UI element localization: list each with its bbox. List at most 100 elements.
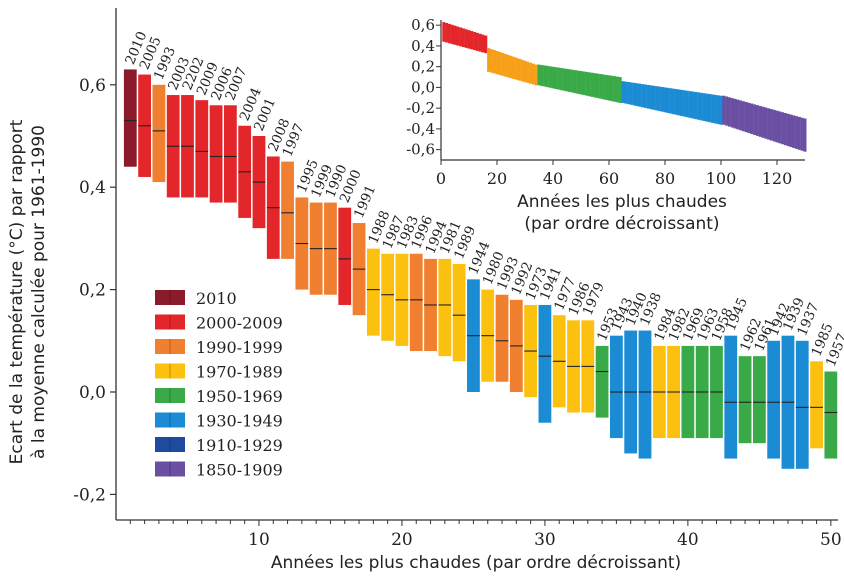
inset-range-bar bbox=[688, 91, 692, 118]
inset-range-bar bbox=[450, 24, 454, 45]
range-bar bbox=[595, 345, 609, 418]
legend-swatch bbox=[155, 437, 185, 452]
inset-range-bar bbox=[669, 88, 673, 114]
inset-range-bar bbox=[795, 116, 799, 149]
inset-range-bar bbox=[758, 105, 762, 137]
inset-range-bar bbox=[453, 25, 457, 45]
inset-range-bar bbox=[582, 71, 586, 96]
inset-range-bar bbox=[599, 74, 603, 99]
inset-range-bar bbox=[529, 62, 533, 84]
inset-range-bar bbox=[489, 48, 493, 73]
range-bar bbox=[824, 371, 838, 459]
inset-range-bar bbox=[475, 32, 479, 51]
inset-range-bar bbox=[652, 85, 656, 110]
inset-range-bar bbox=[470, 31, 474, 50]
inset-range-bar bbox=[747, 102, 751, 134]
legend-swatch bbox=[155, 461, 185, 477]
inset-range-bar bbox=[677, 89, 681, 116]
inset-range-bar bbox=[621, 81, 625, 103]
inset-y-tick-label: 0,4 bbox=[411, 37, 435, 55]
y-axis-title-line1: Ecart de la température (°C) par rapport bbox=[7, 119, 27, 464]
range-bar bbox=[638, 330, 652, 459]
inset-range-bar bbox=[713, 94, 717, 124]
inset-range-bar bbox=[638, 83, 642, 107]
inset-range-bar bbox=[445, 22, 449, 43]
range-bar bbox=[495, 294, 509, 382]
inset-range-bar bbox=[671, 88, 675, 115]
inset-range-bar bbox=[596, 73, 600, 99]
inset-range-bar bbox=[543, 65, 547, 87]
range-bar bbox=[438, 258, 452, 357]
legend-label: 2000-2009 bbox=[196, 314, 283, 333]
inset-x-tick-label: 60 bbox=[599, 169, 619, 188]
inset-range-bar bbox=[635, 83, 639, 107]
inset-x-axis-title-line1: Années les plus chaudes bbox=[517, 192, 727, 212]
inset-range-bar bbox=[691, 91, 695, 119]
inset-range-bar bbox=[467, 30, 471, 49]
range-bar bbox=[795, 340, 809, 469]
inset-range-bar bbox=[447, 23, 451, 44]
inset-range-bar bbox=[741, 101, 745, 132]
y-tick-label: 0,0 bbox=[79, 383, 106, 403]
inset-range-bar bbox=[769, 109, 773, 141]
inset-y-tick-label: -0,2 bbox=[406, 99, 435, 117]
range-bar bbox=[609, 335, 623, 439]
y-tick-label: 0,4 bbox=[79, 178, 106, 198]
inset-range-bar bbox=[775, 110, 779, 143]
inset-range-bar bbox=[783, 113, 787, 146]
legend-swatch bbox=[155, 388, 185, 403]
x-tick-label: 10 bbox=[248, 530, 270, 550]
inset-range-bar bbox=[604, 74, 608, 100]
legend-label: 2010 bbox=[196, 289, 237, 308]
inset-range-bar bbox=[579, 71, 583, 95]
inset-x-tick-label: 0 bbox=[436, 169, 446, 188]
inset-range-bar bbox=[683, 90, 687, 117]
inset-range-bar bbox=[725, 96, 729, 126]
inset-range-bar bbox=[559, 68, 563, 91]
x-tick-label: 20 bbox=[391, 530, 413, 550]
inset-range-bar bbox=[764, 107, 768, 139]
legend-label: 1990-1999 bbox=[196, 338, 283, 357]
inset-range-bar bbox=[540, 65, 544, 86]
inset-range-bar bbox=[484, 35, 488, 54]
inset-range-bar bbox=[711, 94, 715, 123]
inset-range-bar bbox=[537, 64, 541, 86]
inset-range-bar bbox=[515, 57, 519, 80]
inset-range-bar bbox=[697, 92, 701, 120]
inset-range-bar bbox=[571, 69, 575, 93]
inset-range-bar bbox=[641, 84, 645, 108]
inset-range-bar bbox=[750, 103, 754, 135]
inset-range-bar bbox=[512, 56, 516, 79]
inset-x-tick-label: 80 bbox=[655, 169, 675, 188]
inset-range-bar bbox=[615, 76, 619, 103]
inset-range-bar bbox=[699, 92, 703, 121]
legend-label: 1930-1949 bbox=[196, 412, 283, 431]
legend-label: 1970-1989 bbox=[196, 363, 283, 382]
inset-y-tick-label: -0,6 bbox=[406, 141, 435, 159]
inset-range-bar bbox=[568, 69, 572, 93]
range-bar bbox=[209, 105, 223, 203]
range-bar bbox=[810, 361, 823, 449]
inset-range-bar bbox=[753, 104, 757, 135]
main-plot: -0,20,00,20,40,610 20 30 40 5020102005199320… bbox=[73, 8, 844, 550]
inset-x-tick-label: 20 bbox=[487, 169, 507, 188]
inset-x-tick-label: 120 bbox=[762, 169, 793, 188]
legend-swatch bbox=[155, 314, 185, 330]
y-tick-label: 0,6 bbox=[79, 76, 106, 96]
inset-range-bar bbox=[495, 50, 499, 75]
legend-swatch bbox=[155, 363, 185, 379]
inset-range-bar bbox=[786, 113, 790, 147]
range-bar bbox=[338, 207, 352, 305]
x-tick-label: 30 bbox=[534, 530, 556, 550]
range-bar bbox=[752, 356, 766, 444]
inset-range-bar bbox=[663, 87, 667, 113]
legend-label: 1910-1929 bbox=[196, 436, 283, 455]
inset-range-bar bbox=[517, 58, 521, 81]
inset-range-bar bbox=[585, 71, 589, 96]
legend-label: 1950-1969 bbox=[196, 387, 283, 406]
range-bar bbox=[223, 105, 237, 203]
inset-range-bar bbox=[803, 118, 807, 152]
inset-range-bar bbox=[789, 114, 793, 148]
inset-x-tick-label: 100 bbox=[706, 169, 737, 188]
